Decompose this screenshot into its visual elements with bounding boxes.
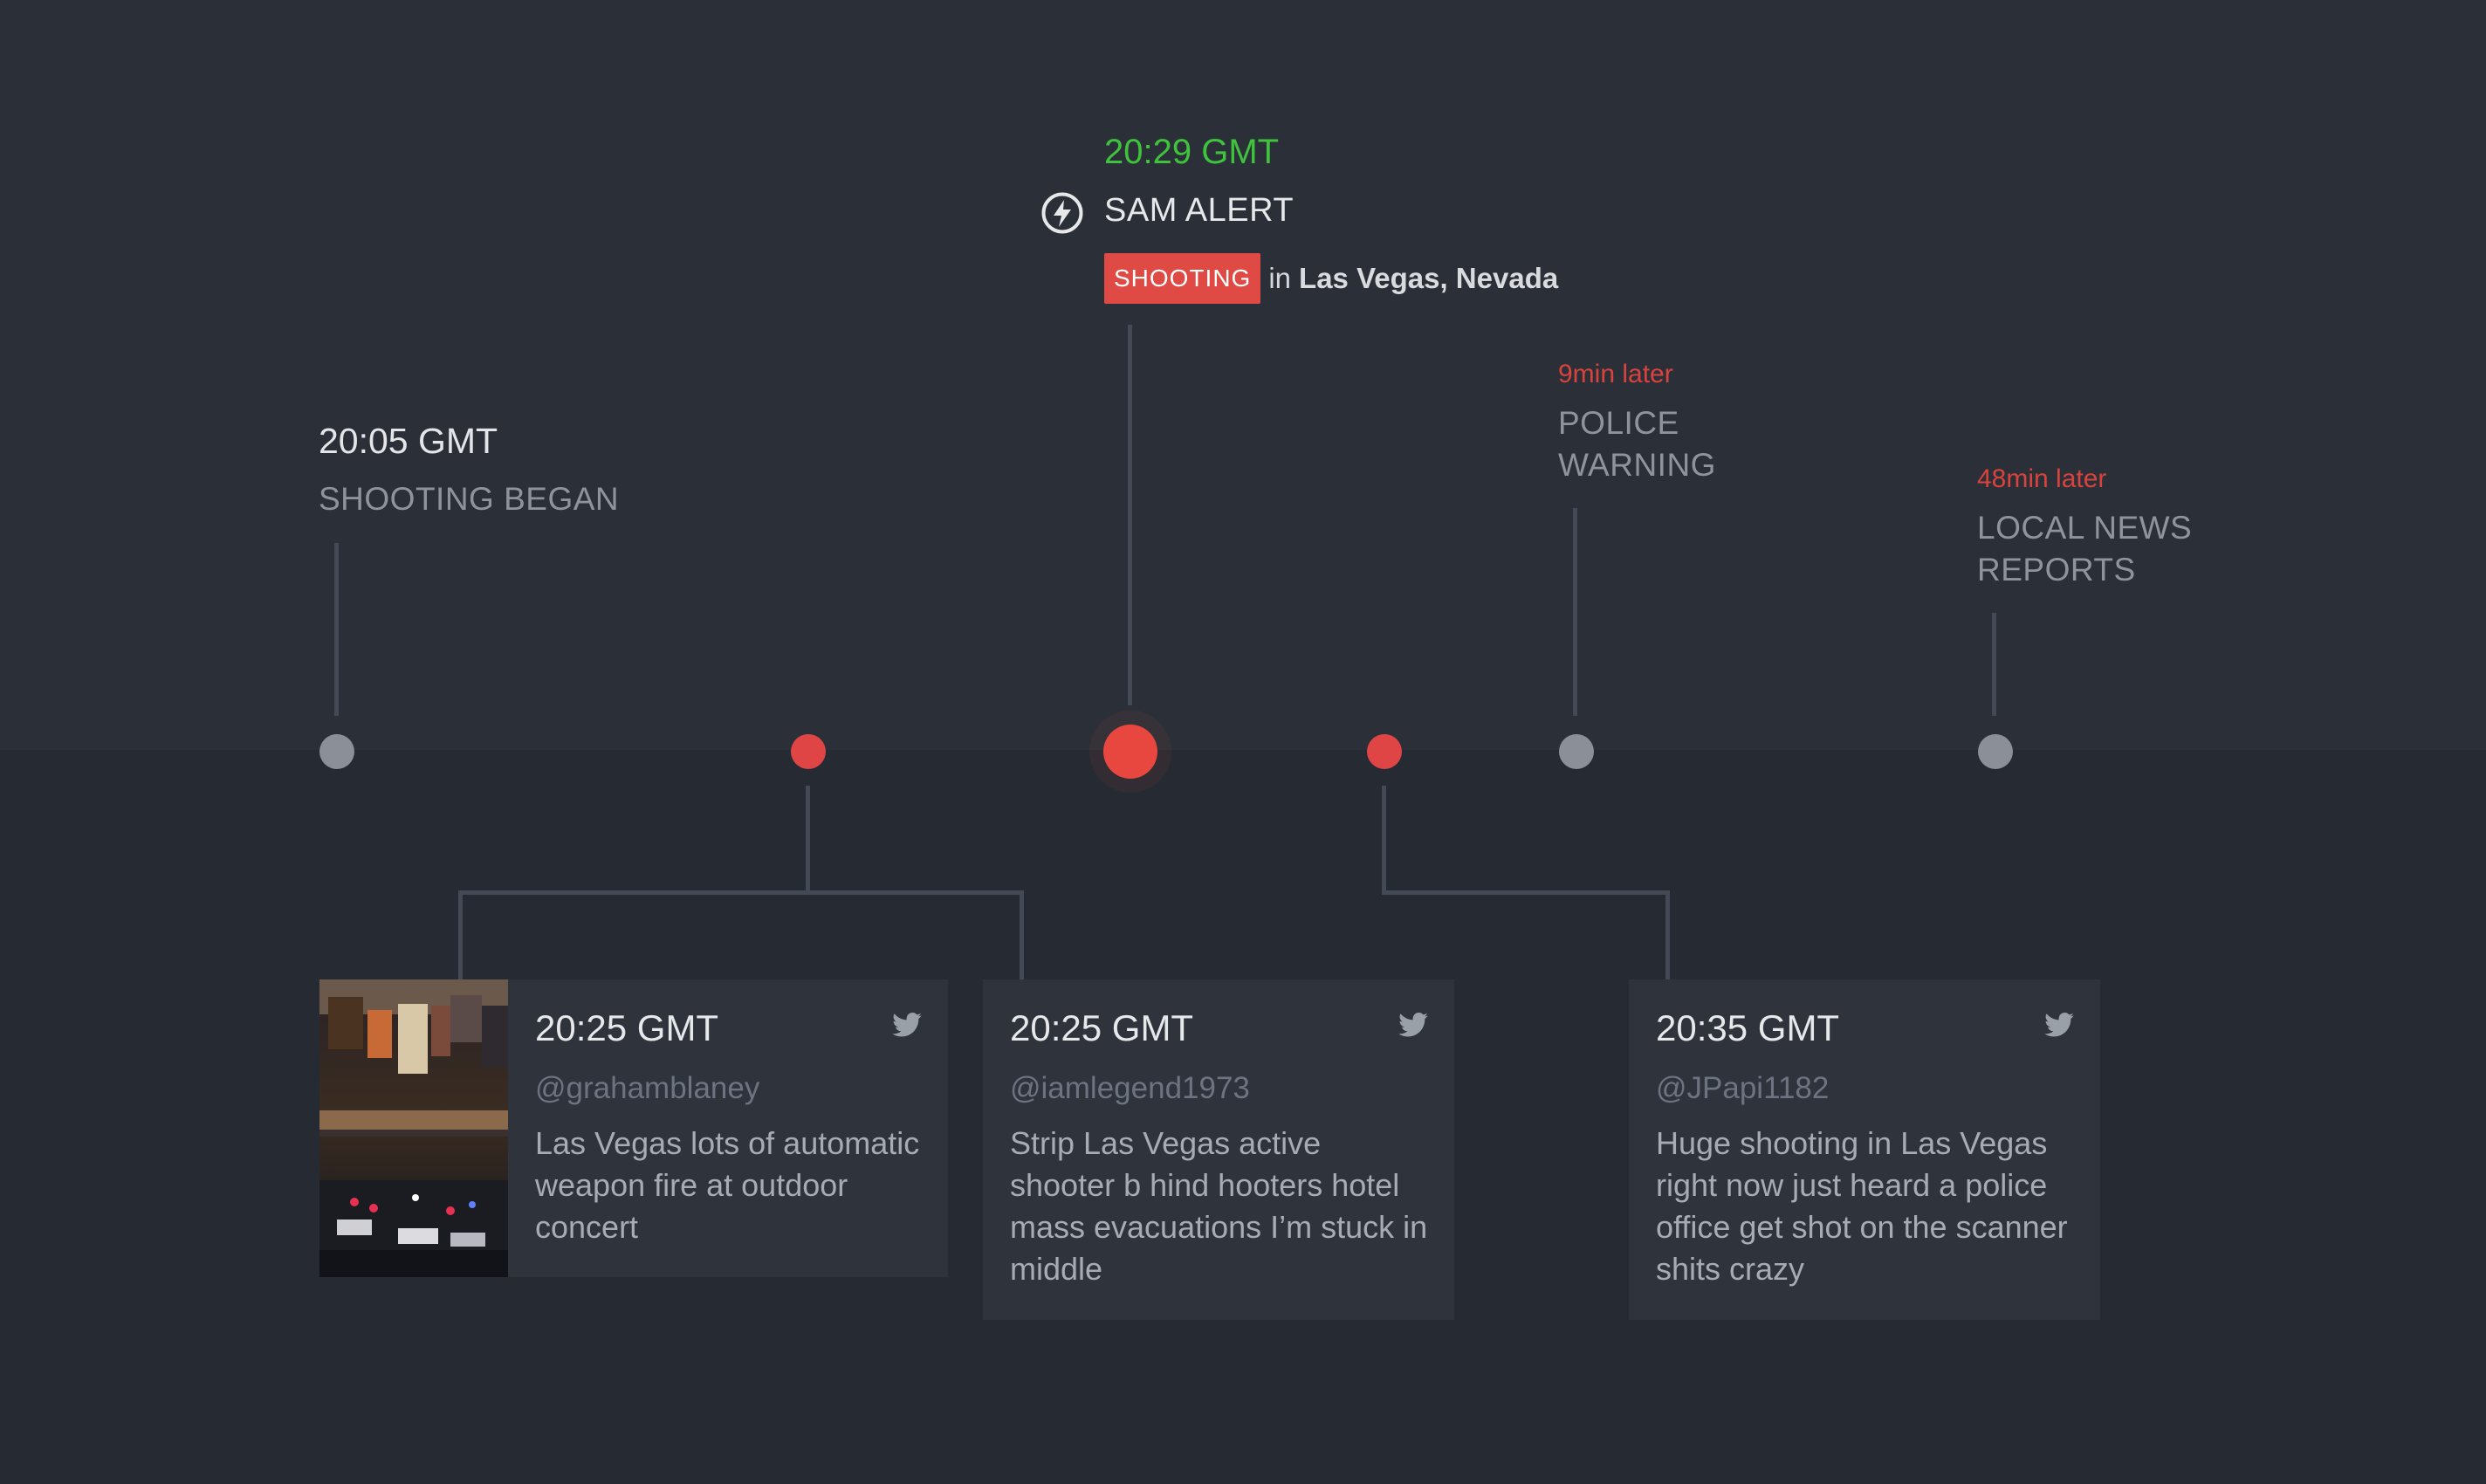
tweet-handle[interactable]: @grahamblaney: [535, 1071, 760, 1105]
timeline-dot-shooting-began[interactable]: [319, 734, 354, 769]
event-shooting-began-time: 20:05 GMT: [319, 421, 498, 461]
timeline-dot-tweet[interactable]: [791, 734, 826, 769]
tweet-bracket-leg: [458, 890, 463, 979]
alert-location: Las Vegas, Nevada: [1299, 262, 1559, 294]
tweet-time: 20:35 GMT: [1656, 1007, 1840, 1048]
event-police-label-line1: POLICE: [1558, 405, 1679, 441]
tweet-photo[interactable]: [319, 979, 508, 1277]
twitter-icon[interactable]: [892, 1013, 922, 1037]
tweet-handle[interactable]: @JPapi1182: [1656, 1071, 1830, 1105]
tweet-time: 20:25 GMT: [1010, 1007, 1194, 1048]
event-police-later: 9min later: [1558, 360, 1673, 388]
tweet-text: Strip Las Vegas active shooter b hind ho…: [1010, 1125, 1428, 1287]
tweet-bracket-bar: [458, 890, 1024, 895]
alert-detail: SHOOTING in Las Vegas, Nevada: [1104, 253, 1558, 304]
tweet-card[interactable]: 20:35 GMT @JPapi1182 Huge shooting in La…: [1629, 979, 2100, 1320]
event-connector-line: [1573, 508, 1577, 716]
timeline-dot-local-news[interactable]: [1978, 734, 2013, 769]
event-news-later: 48min later: [1977, 464, 2107, 493]
event-connector-line: [334, 543, 339, 716]
lightning-icon: [1040, 191, 1084, 235]
incident-type-tag: SHOOTING: [1104, 253, 1261, 304]
twitter-icon[interactable]: [1398, 1013, 1428, 1037]
twitter-icon[interactable]: [2044, 1013, 2074, 1037]
event-shooting-began-label: SHOOTING BEGAN: [319, 481, 620, 517]
event-news-label-line2: REPORTS: [1977, 552, 2136, 587]
event-connector-line: [1992, 613, 1996, 716]
tweet-time: 20:25 GMT: [535, 1007, 719, 1048]
tweet-bracket-stem: [806, 786, 810, 894]
alert-time: 20:29 GMT: [1104, 133, 1280, 171]
timeline-top-band: [0, 0, 2486, 750]
alert-connector-line: [1128, 325, 1132, 705]
timeline-dot-sam-alert[interactable]: [1103, 725, 1157, 779]
timeline-dot-tweet[interactable]: [1367, 734, 1402, 769]
tweet-bracket-bar: [1382, 890, 1670, 895]
tweet-text: Las Vegas lots of automatic weapon fire …: [535, 1125, 920, 1245]
tweet-card[interactable]: 20:25 GMT @grahamblaney Las Vegas lots o…: [508, 979, 948, 1277]
tweet-bracket-stem: [1382, 786, 1386, 894]
tweet-handle[interactable]: @iamlegend1973: [1010, 1071, 1250, 1105]
tweet-card[interactable]: 20:25 GMT @iamlegend1973 Strip Las Vegas…: [983, 979, 1454, 1320]
tweet-text: Huge shooting in Las Vegas right now jus…: [1656, 1125, 2068, 1287]
alert-preposition: in: [1268, 262, 1292, 294]
tweet-bracket-leg: [1665, 890, 1670, 979]
event-news-label-line1: LOCAL NEWS: [1977, 510, 2193, 546]
event-police-label-line2: WARNING: [1558, 447, 1716, 483]
timeline-dot-police-warning[interactable]: [1559, 734, 1594, 769]
tweet-bracket-leg: [1020, 890, 1024, 979]
alert-title: SAM ALERT: [1104, 192, 1295, 229]
